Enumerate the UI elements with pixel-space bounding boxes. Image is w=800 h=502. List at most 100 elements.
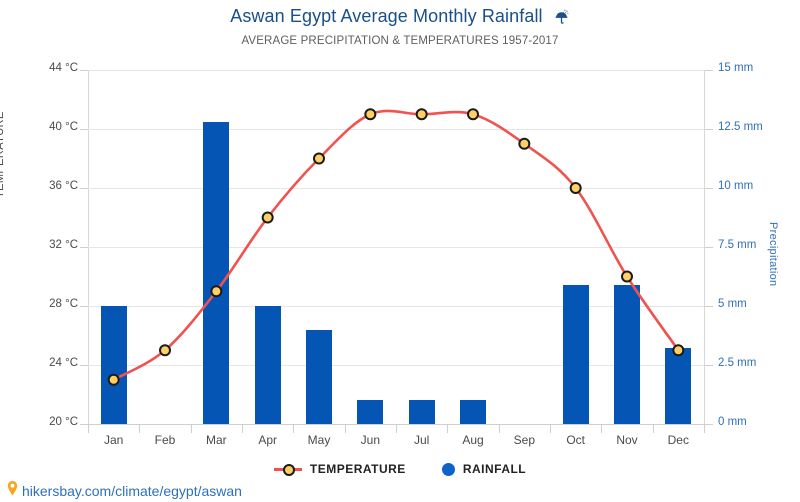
right-axis-tick-mark [705,188,713,189]
x-axis-label-oct: Oct [566,433,585,447]
temperature-point-marker[interactable]: Apr: 34 °C [261,211,274,224]
temperature-line: Jan: 23 °C Feb: 25 °C Mar: 29 °C Apr: 34 °C… [107,108,685,386]
right-axis-tick-mark [705,129,713,130]
right-axis-tick-label: 15 mm [718,62,754,74]
chart-legend: TEMPERATURE RAINFALL [0,462,800,476]
right-axis-title: Precipitation [767,222,779,287]
right-axis-line [704,70,705,425]
gridline [88,365,704,366]
right-axis-tick-label: 12.5 mm [718,121,763,133]
x-axis-tick-mark [293,425,295,433]
x-axis-label-jan: Jan [103,433,124,447]
x-axis-label-feb: Feb [154,433,176,447]
temperature-point-marker[interactable]: Sep: 39 °C [518,137,531,150]
temperature-line-path [112,109,680,382]
x-axis-tick-mark [601,425,603,433]
x-axis-label-aug: Aug [462,433,484,447]
left-axis-tick-label: 28 °C [49,298,78,310]
legend-item-rainfall[interactable]: RAINFALL [441,462,527,476]
rainfall-bar[interactable] [100,306,127,424]
right-axis-tick-label: 2.5 mm [718,357,757,369]
right-axis-tick-mark [705,70,713,71]
rainfall-bar[interactable] [460,400,486,424]
left-axis-tick-mark [80,365,88,366]
left-axis-tick-mark [80,129,88,130]
x-axis-label-nov: Nov [616,433,638,447]
source-link[interactable]: hikersbay.com/climate/egypt/aswan [6,480,242,502]
x-axis-tick-mark [447,425,449,433]
temperature-point-marker[interactable]: Aug: 41 °C [467,108,479,121]
temperature-point-marker[interactable]: Jul: 41 °C [415,108,428,121]
x-axis-tick-mark [242,425,243,433]
rainfall-bar[interactable] [254,306,281,424]
source-link-text: hikersbay.com/climate/egypt/aswan [22,483,242,499]
gridline [88,247,704,248]
x-axis-label-apr: Apr [258,433,277,447]
temperature-point-marker[interactable]: Dec: 25 °C [672,344,685,357]
rainfall-bar[interactable] [408,400,435,424]
x-axis-tick-mark [396,425,397,433]
temperature-point-marker[interactable]: Feb: 25 °C [159,344,171,357]
right-axis-tick-label: 0 mm [718,416,747,428]
plot-area: Jan: 23 °C Feb: 25 °C Mar: 29 °C Apr: 34 °C… [88,70,704,425]
x-axis-label-sep: Sep [513,433,535,447]
rainfall-bar[interactable] [306,329,332,424]
temperature-legend-marker-icon [273,463,302,476]
x-axis-tick-mark [652,425,654,433]
left-axis-title: TEMPERATURE [0,111,6,198]
left-axis-tick-label: 32 °C [49,239,78,251]
left-axis-tick-label: 44 °C [49,62,78,74]
temperature-point-marker[interactable]: Jan: 23 °C [107,373,120,386]
x-axis-label-mar: Mar [205,433,227,447]
right-axis-tick-label: 7.5 mm [718,239,757,251]
x-axis-labels: Jan Feb Mar Apr May Jun Jul Aug Sep Oct Nov Dec [88,425,705,449]
x-axis-label-may: May [307,433,331,447]
rainfall-bar[interactable] [614,284,640,424]
gridline [88,424,704,425]
rainfall-legend-marker-icon [441,462,455,476]
rain-cloud-icon [553,8,570,30]
x-axis-tick-mark [139,425,141,433]
left-axis-tick-mark [80,424,88,425]
x-axis-label-jul: Jul [413,433,430,447]
rainfall-bar[interactable] [665,348,692,424]
left-axis-tick-label: 24 °C [49,357,78,369]
left-axis-tick-label: 40 °C [49,121,78,133]
x-axis-tick-mark [190,425,192,433]
legend-label-temperature: TEMPERATURE [309,462,406,476]
right-axis-tick-label: 10 mm [718,180,754,192]
x-axis-tick-mark [88,425,89,433]
legend-label-rainfall: RAINFALL [462,462,527,476]
x-axis-label-jun: Jun [360,433,380,447]
temperature-point-marker[interactable]: Nov: 30 °C [621,270,633,283]
right-axis-tick-mark [705,306,713,307]
x-axis-tick-mark [550,425,551,433]
left-axis-tick-label: 20 °C [49,416,78,428]
rainfall-bar[interactable] [562,284,589,424]
page-title-text: Aswan Egypt Average Monthly Rainfall [230,6,543,26]
map-pin-icon [6,480,19,502]
right-axis-tick-mark [705,247,713,248]
right-axis-tick-mark [705,365,713,366]
x-axis-tick-mark [498,425,500,433]
gridline [88,188,704,189]
page-subtitle: AVERAGE PRECIPITATION & TEMPERATURES 195… [241,35,559,47]
left-axis-tick-mark [80,306,88,307]
temperature-point-marker[interactable]: Oct: 36 °C [569,182,582,194]
rainfall-bar[interactable] [203,121,230,424]
temperature-point-marker[interactable]: May: 38 °C [313,152,325,165]
left-axis-tick-label: 36 °C [49,180,78,192]
right-axis-tick-mark [705,424,713,425]
temperature-point-marker[interactable]: Jun: 41 °C [364,108,377,121]
gridline [88,306,704,307]
temperature-point-marker[interactable]: Mar: 29 °C [210,285,223,298]
left-axis-tick-mark [80,247,88,248]
x-axis-tick-mark [344,425,346,433]
x-axis-label-dec: Dec [667,433,689,447]
rainfall-bar[interactable] [357,400,384,424]
page-title: Aswan Egypt Average Monthly Rainfall [0,6,800,30]
left-axis-tick-mark [80,70,88,71]
x-axis-tick-mark [704,425,705,433]
legend-item-temperature[interactable]: TEMPERATURE [273,462,406,476]
